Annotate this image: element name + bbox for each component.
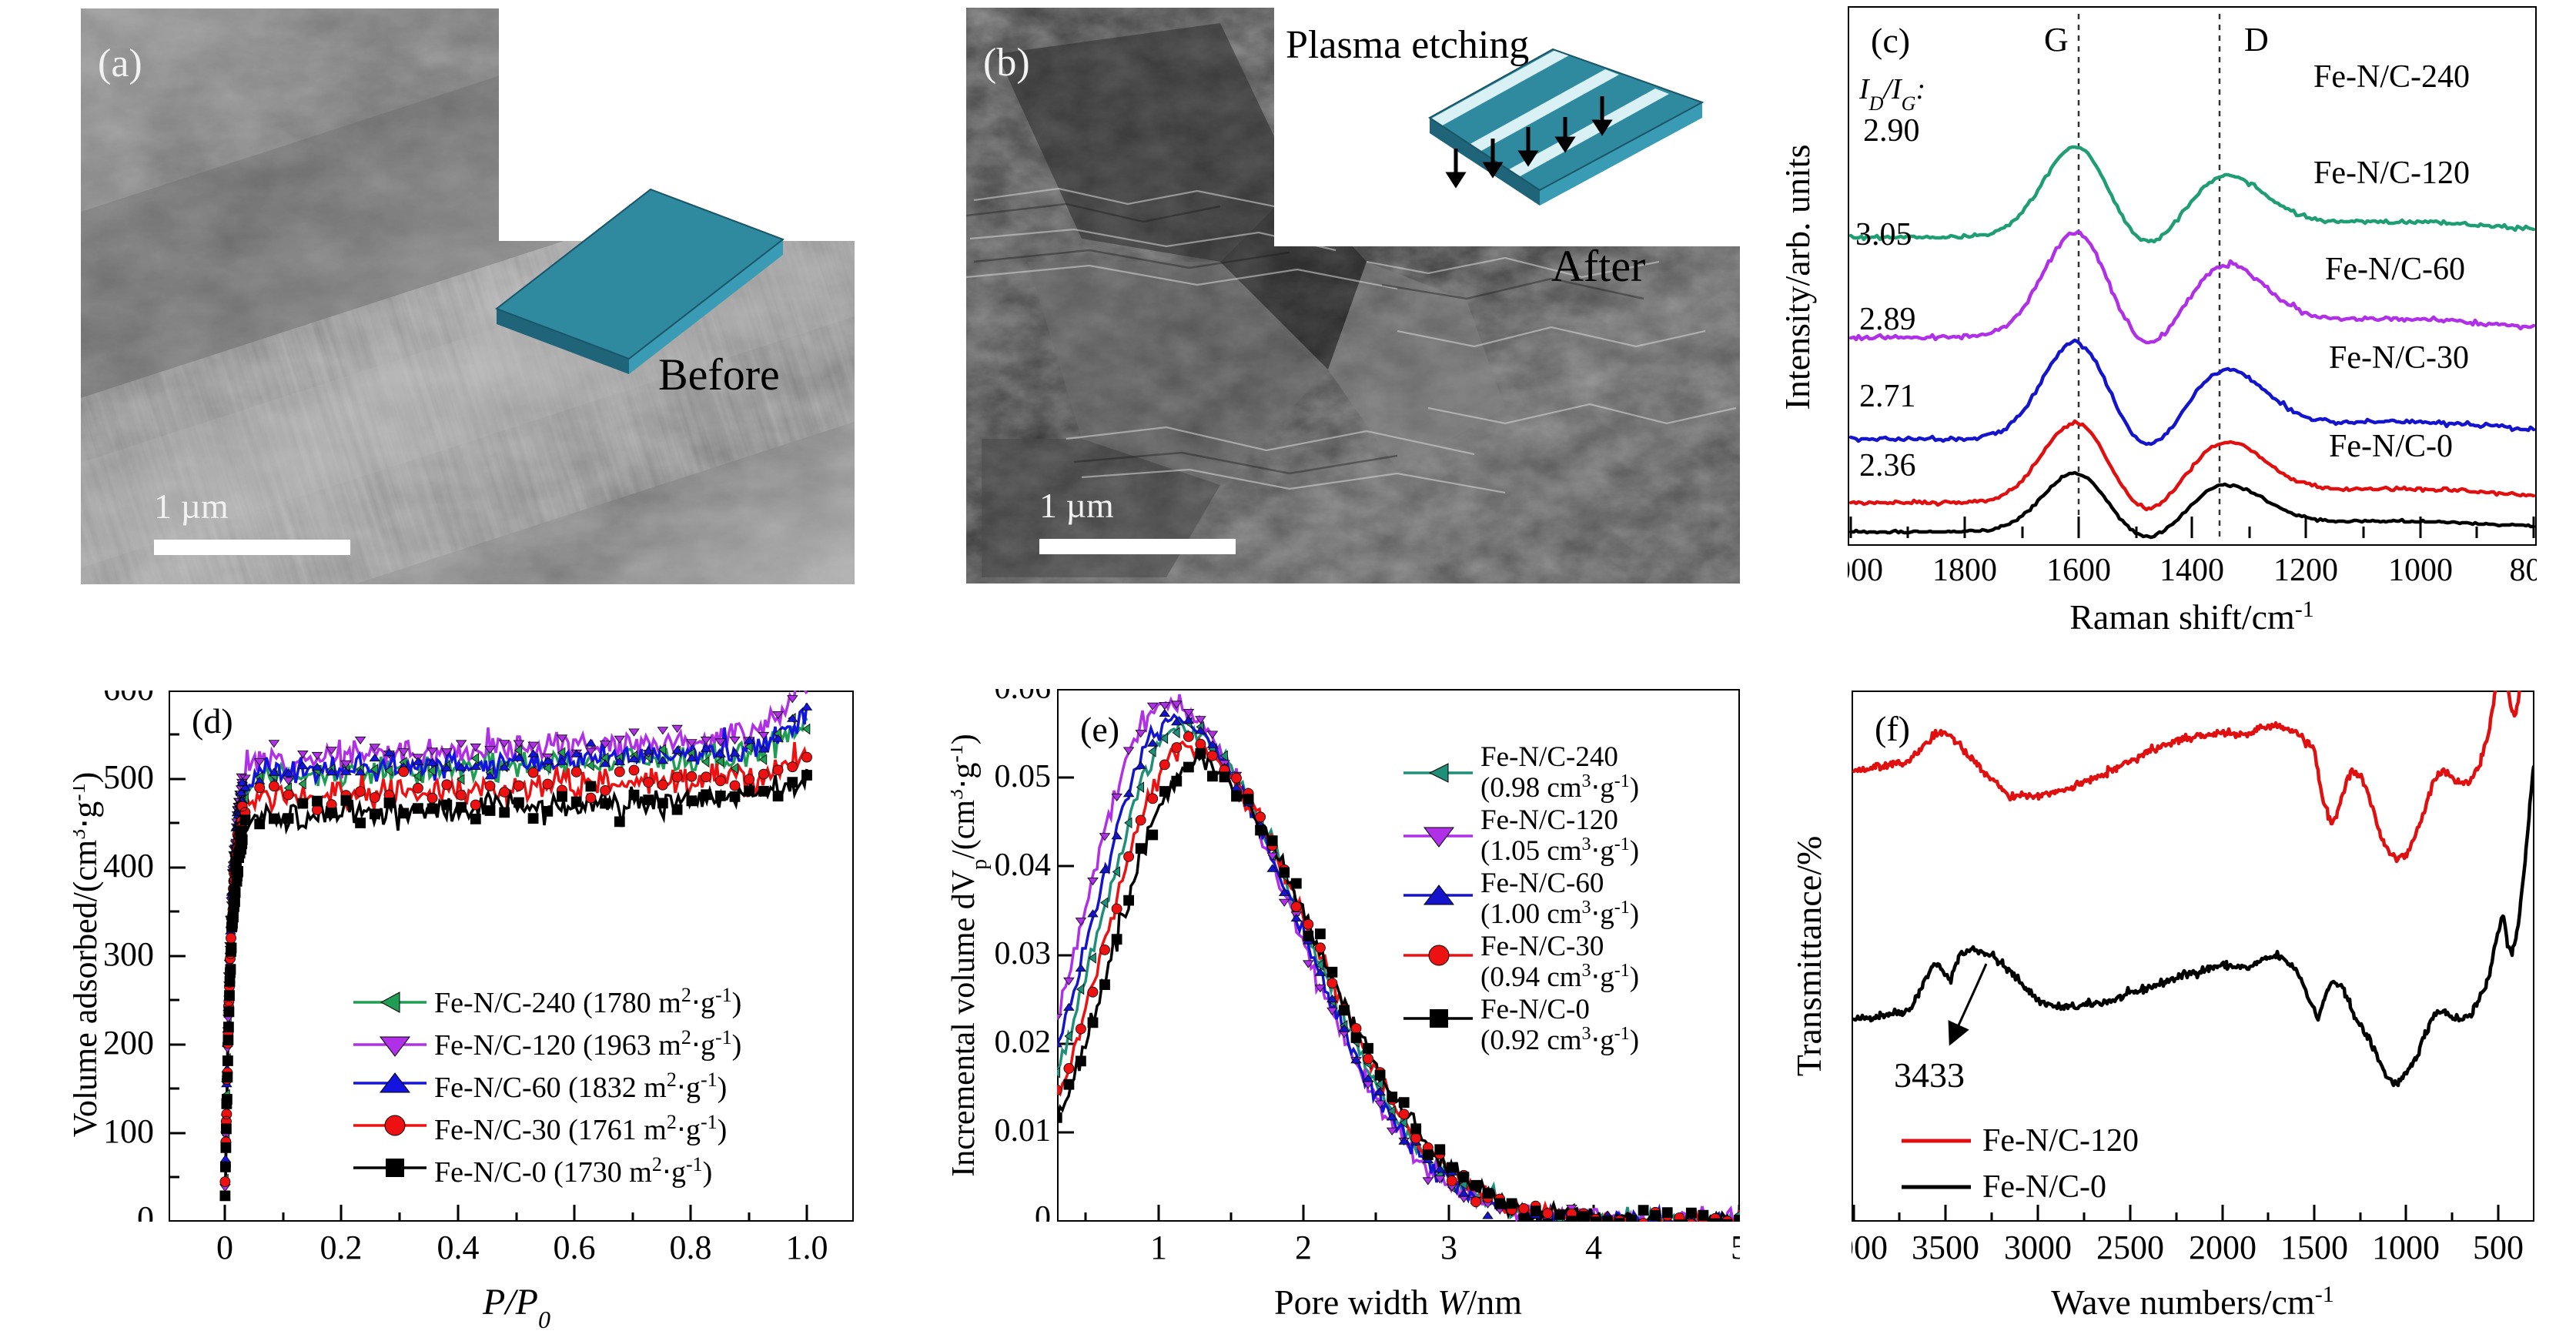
svg-text:1500: 1500: [2280, 1229, 2348, 1266]
svg-text:5: 5: [1731, 1229, 1740, 1266]
svg-text:Fe-N/C-60: Fe-N/C-60: [1480, 868, 1604, 899]
svg-text:Fe-N/C-60 (1832 m2⋅g-1): Fe-N/C-60 (1832 m2⋅g-1): [434, 1068, 727, 1105]
svg-text:G: G: [2044, 21, 2069, 59]
svg-text:1: 1: [1150, 1229, 1167, 1266]
svg-text:Wave numbers/cm-1: Wave numbers/cm-1: [2051, 1282, 2333, 1323]
svg-text:200: 200: [103, 1024, 154, 1062]
svg-text:1400: 1400: [2159, 553, 2224, 588]
svg-text:300: 300: [103, 935, 154, 973]
svg-text:0.03: 0.03: [995, 936, 1052, 971]
svg-text:Intensity/arb. units: Intensity/arb. units: [1786, 145, 1817, 410]
svg-text:0.2: 0.2: [320, 1229, 363, 1266]
svg-text:Fe-N/C-30: Fe-N/C-30: [2329, 340, 2469, 376]
svg-text:(b): (b): [983, 41, 1030, 85]
svg-text:3433: 3433: [1894, 1055, 1965, 1095]
svg-text:2.90: 2.90: [1863, 113, 1920, 149]
svg-text:2500: 2500: [2096, 1229, 2164, 1266]
svg-text:Fe-N/C-0: Fe-N/C-0: [1982, 1169, 2106, 1205]
svg-text:1 µm: 1 µm: [154, 487, 229, 526]
svg-text:600: 600: [103, 691, 154, 707]
svg-text:Incremental volume dVp/(cm3⋅g-: Incremental volume dVp/(cm3⋅g-1): [951, 734, 992, 1177]
svg-text:Fe-N/C-120: Fe-N/C-120: [1480, 804, 1618, 836]
svg-text:0.04: 0.04: [995, 848, 1052, 883]
svg-text:D: D: [2244, 21, 2269, 59]
svg-text:Fe-N/C-240 (1780 m2⋅g-1): Fe-N/C-240 (1780 m2⋅g-1): [434, 984, 741, 1020]
svg-text:0.6: 0.6: [554, 1229, 596, 1266]
svg-text:3.05: 3.05: [1855, 217, 1912, 252]
svg-text:500: 500: [103, 758, 154, 796]
svg-text:Pore width W/nm: Pore width W/nm: [1274, 1282, 1522, 1322]
svg-text:Plasma etching: Plasma etching: [1286, 23, 1529, 67]
svg-text:2.89: 2.89: [1859, 302, 1916, 337]
svg-text:(c): (c): [1871, 21, 1910, 60]
svg-text:2000: 2000: [2189, 1229, 2257, 1266]
svg-text:Fe-N/C-240: Fe-N/C-240: [2313, 59, 2470, 95]
svg-text:0.02: 0.02: [995, 1025, 1052, 1060]
svg-text:Fe-N/C-0: Fe-N/C-0: [1480, 994, 1590, 1025]
svg-text:1800: 1800: [1932, 553, 1997, 588]
svg-text:100: 100: [103, 1112, 154, 1150]
svg-text:Fe-N/C-120: Fe-N/C-120: [2313, 156, 2470, 191]
svg-text:1000: 1000: [2372, 1229, 2440, 1266]
svg-text:3: 3: [1440, 1229, 1457, 1266]
svg-text:(a): (a): [98, 42, 142, 85]
svg-text:Fe-N/C-60: Fe-N/C-60: [2325, 252, 2465, 287]
svg-text:0: 0: [1035, 1200, 1051, 1222]
svg-text:Transmittance/%: Transmittance/%: [1798, 836, 1828, 1077]
svg-text:800: 800: [2510, 553, 2538, 588]
svg-text:P/P0: P/P0: [482, 1282, 550, 1333]
svg-text:1.0: 1.0: [786, 1229, 828, 1266]
svg-text:(f): (f): [1875, 709, 1910, 748]
svg-text:Fe-N/C-0 (1730 m2⋅g-1): Fe-N/C-0 (1730 m2⋅g-1): [434, 1153, 712, 1189]
svg-text:1600: 1600: [2046, 553, 2111, 588]
svg-text:4: 4: [1585, 1229, 1602, 1266]
svg-text:3500: 3500: [1912, 1229, 1979, 1266]
svg-text:Fe-N/C-30 (1761 m2⋅g-1): Fe-N/C-30 (1761 m2⋅g-1): [434, 1111, 727, 1147]
svg-text:1 µm: 1 µm: [1039, 486, 1114, 525]
svg-text:2: 2: [1295, 1229, 1312, 1266]
svg-text:(d): (d): [192, 701, 233, 741]
svg-text:3000: 3000: [2004, 1229, 2072, 1266]
svg-text:Before: Before: [658, 349, 780, 400]
svg-text:1200: 1200: [2273, 553, 2338, 588]
svg-text:2.71: 2.71: [1859, 379, 1916, 414]
svg-text:Fe-N/C-0: Fe-N/C-0: [2329, 429, 2453, 464]
svg-text:0.4: 0.4: [437, 1229, 480, 1266]
svg-text:0.8: 0.8: [670, 1229, 712, 1266]
svg-text:After: After: [1551, 241, 1645, 291]
svg-text:0.05: 0.05: [995, 759, 1052, 794]
svg-text:400: 400: [103, 847, 154, 885]
svg-text:2.36: 2.36: [1859, 448, 1916, 483]
svg-text:0: 0: [137, 1199, 154, 1222]
svg-text:500: 500: [2473, 1229, 2524, 1266]
svg-text:Fe-N/C-240: Fe-N/C-240: [1480, 741, 1618, 773]
svg-text:0.06: 0.06: [995, 689, 1052, 706]
svg-text:1000: 1000: [2388, 553, 2453, 588]
svg-text:0: 0: [216, 1229, 233, 1266]
svg-text:Fe-N/C-120 (1963 m2⋅g-1): Fe-N/C-120 (1963 m2⋅g-1): [434, 1026, 741, 1062]
svg-text:0.01: 0.01: [995, 1113, 1052, 1149]
svg-text:Fe-N/C-30: Fe-N/C-30: [1480, 931, 1604, 962]
svg-text:Fe-N/C-120: Fe-N/C-120: [1982, 1123, 2139, 1159]
svg-text:4000: 4000: [1852, 1229, 1888, 1266]
svg-text:Raman shift/cm-1: Raman shift/cm-1: [2069, 597, 2314, 637]
svg-text:(e): (e): [1080, 710, 1119, 749]
svg-text:2000: 2000: [1848, 553, 1883, 588]
